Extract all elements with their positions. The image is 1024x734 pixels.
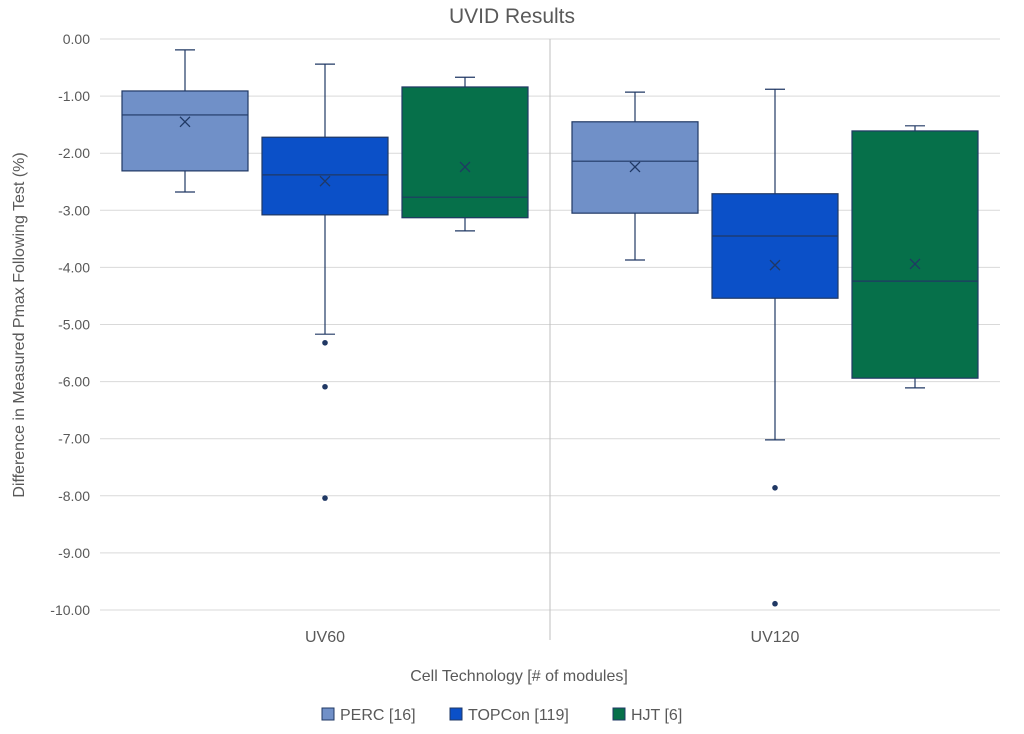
mean-marker [629, 161, 641, 173]
y-tick-label: -3.00 [58, 202, 90, 218]
chart-title: UVID Results [449, 5, 575, 28]
iqr-box [121, 90, 249, 172]
mean-marker [909, 258, 921, 270]
y-tick-label: -7.00 [58, 431, 90, 447]
x-axis-title: Cell Technology [# of modules] [410, 668, 628, 685]
legend-label: HJT [6] [631, 707, 682, 724]
legend-swatch [321, 707, 335, 721]
box-topcon-uv60 [261, 63, 389, 501]
outlier-point [772, 600, 778, 607]
mean-marker [459, 161, 471, 173]
y-tick-label: -9.00 [58, 545, 90, 561]
iqr-box [261, 136, 389, 216]
box-hjt-uv120 [851, 125, 979, 389]
y-axis-title: Difference in Measured Pmax Following Te… [11, 152, 28, 497]
y-tick-label: -4.00 [58, 259, 90, 275]
y-tick-label: -5.00 [58, 317, 90, 333]
legend-item: PERC [16] [321, 707, 416, 724]
x-tick-label: UV120 [751, 629, 800, 646]
iqr-box [851, 130, 979, 379]
outlier-point [322, 339, 328, 346]
box-perc-uv120 [571, 91, 699, 261]
iqr-box [401, 86, 529, 219]
y-tick-label: 0.00 [63, 31, 90, 47]
y-tick-label: -8.00 [58, 488, 90, 504]
y-tick-label: -6.00 [58, 374, 90, 390]
y-tick-label: -1.00 [58, 88, 90, 104]
legend-label: PERC [16] [340, 707, 416, 724]
legend-swatch [612, 707, 626, 721]
mean-marker [769, 259, 781, 271]
legend-item: HJT [6] [612, 707, 682, 724]
mean-marker [179, 116, 191, 128]
iqr-box [711, 193, 839, 299]
outlier-point [772, 485, 778, 491]
legend-item: TOPCon [119] [449, 707, 569, 724]
legend-label: TOPCon [119] [468, 707, 569, 724]
x-tick-label: UV60 [305, 629, 345, 646]
box-perc-uv60 [121, 49, 249, 193]
outlier-point [322, 495, 328, 501]
mean-marker [319, 175, 331, 187]
outlier-point [322, 383, 328, 390]
box-topcon-uv120 [711, 88, 839, 607]
y-tick-label: -2.00 [58, 145, 90, 161]
box-hjt-uv60 [401, 76, 529, 232]
legend-swatch [449, 707, 463, 721]
y-tick-label: -10.00 [50, 602, 90, 618]
